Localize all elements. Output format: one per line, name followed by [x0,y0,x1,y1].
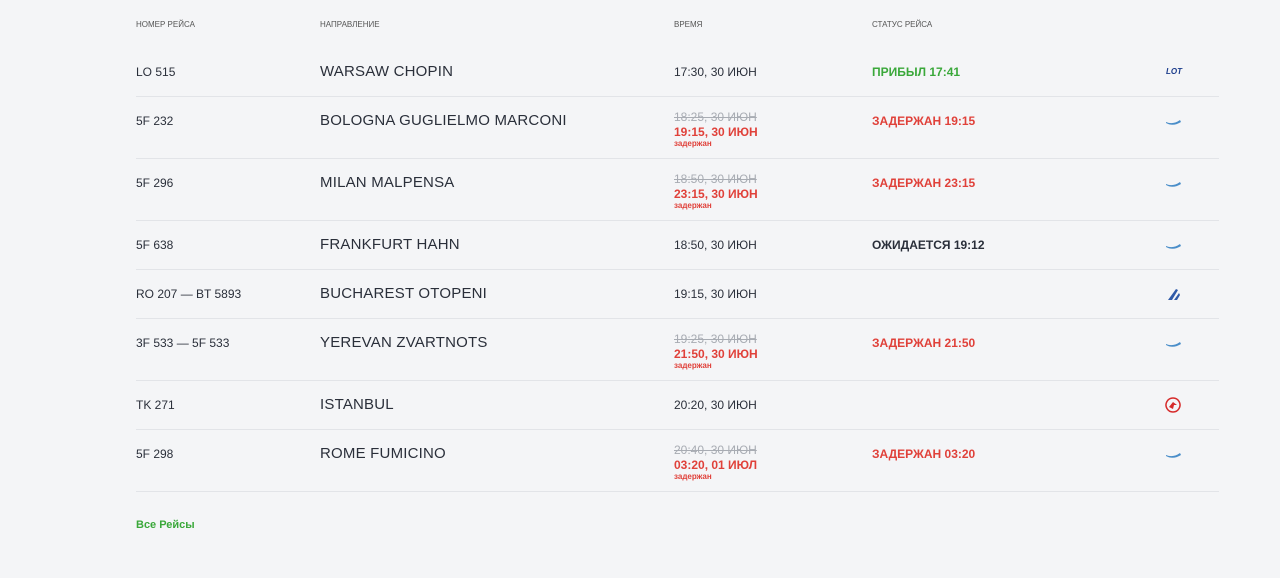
flight-row: 5F 296 MILAN MALPENSA 18:50, 30 ИЮН 23:15, … [136,158,1219,221]
flight-number: 5F 232 [136,114,174,128]
flight-number: TK 271 [136,398,175,412]
scheduled-time: 18:50, 30 ИЮН [674,172,757,186]
airline-logo [1166,453,1181,458]
destination: MILAN MALPENSA [320,174,455,191]
time: 18:50, 30 ИЮН [674,238,757,252]
logo-shape [1166,453,1181,458]
delay-note: задержан [674,139,712,148]
logo-shape [1166,182,1181,187]
column-header: СТАТУС РЕЙСА [872,20,933,29]
flight-number: 5F 296 [136,176,174,190]
flight-number: RO 207 — BT 5893 [136,287,242,301]
logo-bird [1169,402,1177,409]
flight-row: RO 207 — BT 5893 BUCHAREST OTOPENI 19:15, … [136,269,1219,319]
column-header: НОМЕР РЕЙСА [136,20,195,29]
destination: YEREVAN ZVARTNOTS [320,334,488,351]
airline-logo [1166,120,1181,125]
destination: BOLOGNA GUGLIELMO MARCONI [320,112,567,129]
airline-logo: LOT [1166,67,1182,76]
delay-note: задержан [674,361,712,370]
new-time: 23:15, 30 ИЮН [674,187,758,201]
column-header: НАПРАВЛЕНИЕ [320,20,380,29]
scheduled-time: 19:25, 30 ИЮН [674,332,757,346]
airline-logo [1166,342,1181,347]
flight-status: ПРИБЫЛ 17:41 [872,65,961,79]
delay-note: задержан [674,472,712,481]
flight-number: 5F 298 [136,447,174,461]
destination: WARSAW CHOPIN [320,63,454,80]
new-time: 03:20, 01 ИЮЛ [674,458,758,472]
flight-row: 3F 533 — 5F 533 YEREVAN ZVARTNOTS 19:25, 3… [136,318,1219,381]
destination: FRANKFURT HAHN [320,236,460,253]
logo-shape [1166,342,1181,347]
flight-status: ЗАДЕРЖАН 03:20 [872,447,976,461]
flight-status: ЗАДЕРЖАН 23:15 [872,176,976,190]
flight-status: ОЖИДАЕТСЯ 19:12 [872,238,985,252]
new-time: 21:50, 30 ИЮН [674,347,758,361]
all-flights-link[interactable]: Все Рейсы [136,519,195,531]
delay-note: задержан [674,201,712,210]
flight-row: 5F 638 FRANKFURT HAHN 18:50, 30 ИЮН ОЖИДАЕТ… [136,220,1219,270]
new-time: 19:15, 30 ИЮН [674,125,758,139]
flight-number: LO 515 [136,65,176,79]
airline-logo [1168,289,1180,300]
airline-logo [1165,397,1181,413]
scheduled-time: 18:25, 30 ИЮН [674,110,757,124]
flight-status: ЗАДЕРЖАН 21:50 [872,336,976,350]
destination: ISTANBUL [320,396,394,413]
destination: ROME FUMICINO [320,445,446,462]
scheduled-time: 20:40, 30 ИЮН [674,443,757,457]
airline-logo [1166,244,1181,249]
flight-number: 3F 533 — 5F 533 [136,336,230,350]
airline-logo [1166,182,1181,187]
time: 17:30, 30 ИЮН [674,65,757,79]
flight-row: 5F 298 ROME FUMICINO 20:40, 30 ИЮН 03:20, 0… [136,429,1219,492]
flight-number: 5F 638 [136,238,174,252]
flight-status: ЗАДЕРЖАН 19:15 [872,114,976,128]
logo-shape [1168,289,1180,300]
logo-shape [1166,244,1181,249]
flight-row: LO 515 WARSAW CHOPIN 17:30, 30 ИЮН ПРИБЫЛ 1… [136,47,1219,97]
column-header: ВРЕМЯ [674,20,703,29]
logo-shape [1165,397,1181,413]
time: 20:20, 30 ИЮН [674,398,757,412]
time: 19:15, 30 ИЮН [674,287,757,301]
destination: BUCHAREST OTOPENI [320,285,488,302]
logo-shape [1166,120,1181,125]
flight-row: 5F 232 BOLOGNA GUGLIELMO MARCONI 18:25, 30… [136,96,1219,159]
flight-row: TK 271 ISTANBUL 20:20, 30 ИЮН [136,380,1219,430]
